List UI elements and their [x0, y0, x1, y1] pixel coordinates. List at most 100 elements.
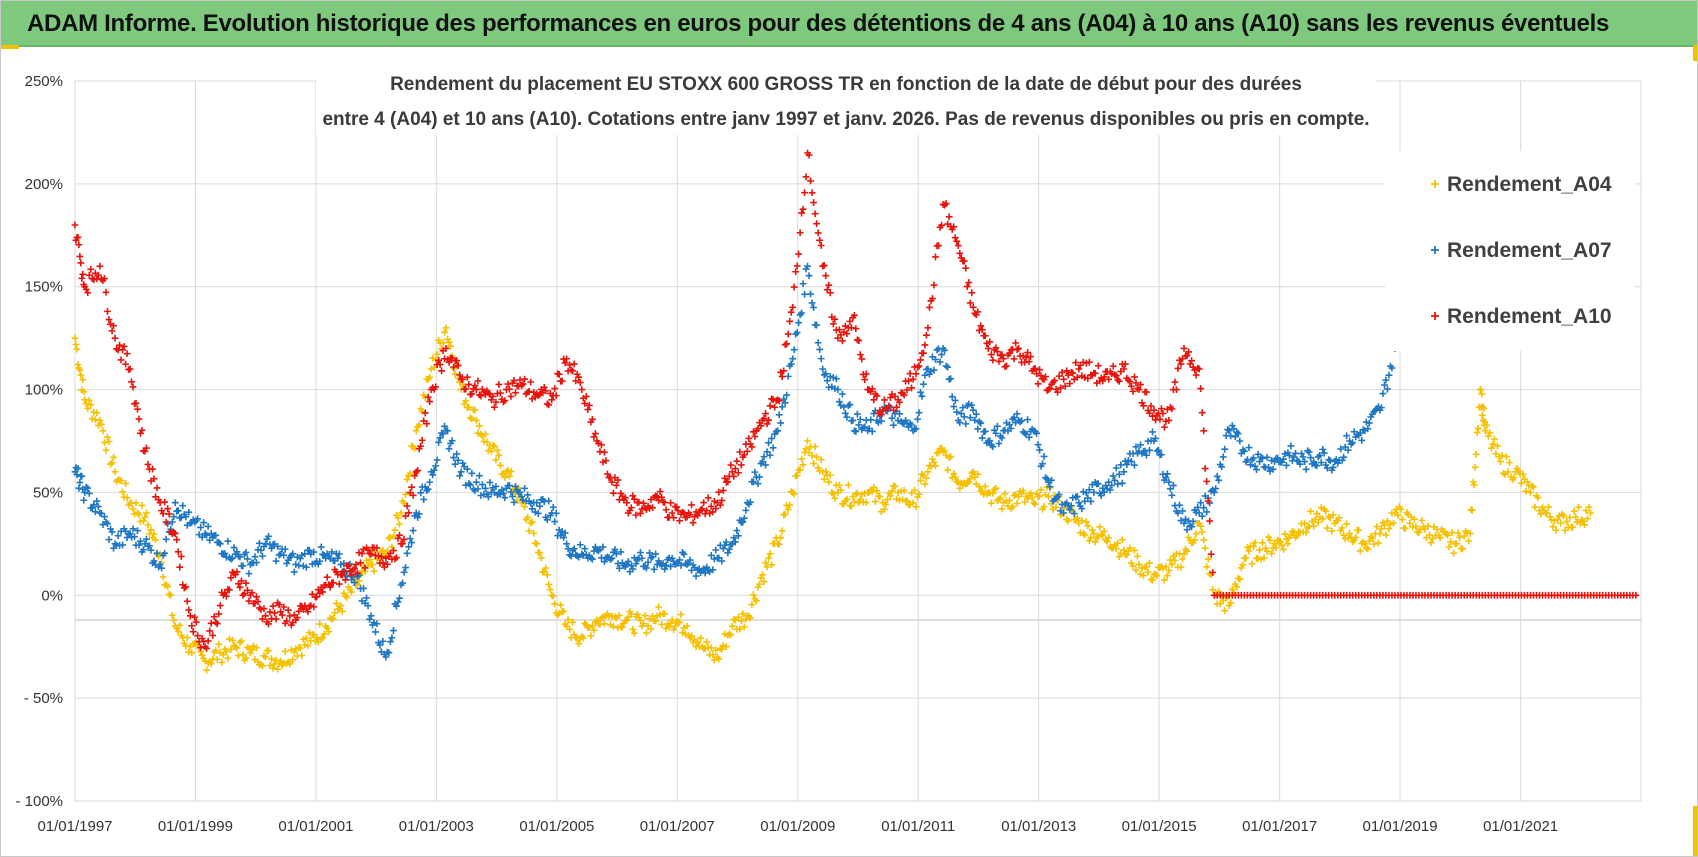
- marker-rendement-a10: [924, 324, 932, 332]
- marker-rendement-a10: [462, 385, 470, 393]
- marker-rendement-a04: [1078, 517, 1086, 524]
- marker-rendement-a10: [341, 576, 349, 584]
- marker-rendement-a10: [488, 396, 495, 404]
- marker-rendement-a04: [808, 452, 816, 460]
- marker-rendement-a04: [918, 470, 926, 478]
- marker-rendement-a04: [870, 483, 878, 491]
- marker-rendement-a10: [787, 308, 795, 316]
- marker-rendement-a07: [718, 557, 726, 565]
- marker-rendement-a10: [1031, 365, 1039, 372]
- marker-rendement-a07: [316, 557, 324, 565]
- marker-rendement-a07: [599, 543, 607, 551]
- marker-rendement-a04: [506, 472, 513, 480]
- marker-rendement-a07: [382, 653, 390, 661]
- marker-rendement-a10: [649, 504, 656, 512]
- marker-rendement-a07: [822, 370, 830, 378]
- marker-rendement-a07: [1326, 457, 1334, 465]
- marker-rendement-a10: [781, 341, 789, 349]
- marker-rendement-a07: [1265, 464, 1272, 471]
- marker-rendement-a07: [1313, 462, 1321, 470]
- x-tick-label: 01/01/2017: [1242, 818, 1317, 835]
- marker-rendement-a04: [1087, 534, 1095, 542]
- marker-rendement-a10: [584, 406, 592, 413]
- marker-rendement-a07: [463, 465, 471, 473]
- marker-rendement-a10: [762, 410, 769, 417]
- marker-rendement-a10: [149, 465, 156, 473]
- x-tick-label: 01/01/2005: [519, 818, 594, 835]
- marker-rendement-a04: [71, 334, 79, 342]
- marker-rendement-a04: [1090, 530, 1098, 537]
- marker-rendement-a10: [598, 441, 605, 449]
- marker-rendement-a07: [179, 502, 187, 510]
- marker-rendement-a07: [198, 533, 206, 541]
- marker-rendement-a07: [131, 533, 138, 541]
- marker-rendement-a10: [340, 567, 348, 575]
- marker-rendement-a04: [1436, 534, 1444, 542]
- marker-rendement-a04: [1489, 440, 1497, 448]
- marker-rendement-a04: [1566, 514, 1574, 521]
- marker-rendement-a04: [331, 609, 339, 617]
- marker-rendement-a04: [494, 446, 501, 454]
- marker-rendement-a04: [739, 610, 747, 618]
- marker-rendement-a07: [576, 541, 584, 549]
- marker-rendement-a10: [1046, 384, 1054, 392]
- marker-rendement-a07: [1128, 458, 1135, 465]
- marker-rendement-a07: [912, 425, 920, 433]
- marker-rendement-a04: [268, 655, 275, 663]
- marker-rendement-a10: [438, 367, 445, 375]
- marker-rendement-a07: [1319, 445, 1327, 453]
- marker-rendement-a04: [762, 559, 769, 567]
- marker-rendement-a07: [429, 471, 437, 479]
- marker-rendement-a07: [1247, 461, 1254, 469]
- marker-rendement-a10: [1171, 378, 1179, 386]
- marker-rendement-a04: [259, 662, 266, 670]
- marker-rendement-a07: [364, 602, 372, 610]
- marker-rendement-a10: [563, 355, 571, 363]
- marker-rendement-a04: [665, 623, 673, 631]
- marker-rendement-a04: [1118, 536, 1126, 544]
- marker-rendement-a10: [822, 272, 830, 280]
- marker-rendement-a10: [786, 317, 794, 325]
- marker-rendement-a04: [1472, 450, 1480, 458]
- marker-rendement-a04: [829, 490, 837, 498]
- marker-rendement-a10: [765, 416, 772, 424]
- marker-rendement-a07: [221, 550, 229, 557]
- x-tick-label: 01/01/2007: [640, 818, 715, 835]
- marker-rendement-a10: [203, 645, 211, 652]
- marker-rendement-a04: [229, 636, 236, 644]
- marker-rendement-a04: [316, 620, 324, 628]
- marker-rendement-a04: [537, 554, 545, 562]
- marker-rendement-a04: [144, 521, 152, 529]
- marker-rendement-a04: [647, 625, 655, 633]
- marker-rendement-a07: [751, 468, 759, 476]
- marker-rendement-a04: [668, 616, 676, 624]
- marker-rendement-a07: [1146, 446, 1153, 454]
- marker-rendement-a04: [525, 527, 533, 535]
- marker-rendement-a04: [462, 397, 470, 405]
- marker-rendement-a10: [942, 200, 950, 207]
- marker-rendement-a07: [978, 434, 986, 442]
- marker-rendement-a10: [978, 326, 986, 334]
- marker-rendement-a07: [920, 380, 927, 388]
- marker-rendement-a07: [126, 530, 134, 537]
- marker-rendement-a10: [84, 289, 92, 297]
- marker-rendement-a10: [900, 391, 908, 399]
- marker-rendement-a10: [1201, 465, 1209, 472]
- marker-rendement-a04: [643, 629, 650, 637]
- marker-rendement-a07: [686, 556, 694, 564]
- marker-rendement-a07: [832, 375, 840, 383]
- marker-rendement-a07: [498, 486, 506, 494]
- marker-rendement-a07: [1219, 453, 1227, 461]
- marker-rendement-a10: [143, 444, 150, 452]
- marker-rendement-a10: [704, 494, 712, 502]
- marker-rendement-a07: [399, 579, 406, 587]
- marker-rendement-a04: [1096, 523, 1104, 531]
- marker-rendement-a04: [1135, 561, 1143, 568]
- marker-rendement-a04: [1153, 572, 1161, 580]
- marker-rendement-a10: [807, 177, 814, 185]
- marker-rendement-a07: [80, 496, 88, 504]
- marker-rendement-a07: [150, 557, 158, 565]
- marker-rendement-a04: [1362, 544, 1370, 552]
- marker-rendement-a04: [697, 634, 705, 642]
